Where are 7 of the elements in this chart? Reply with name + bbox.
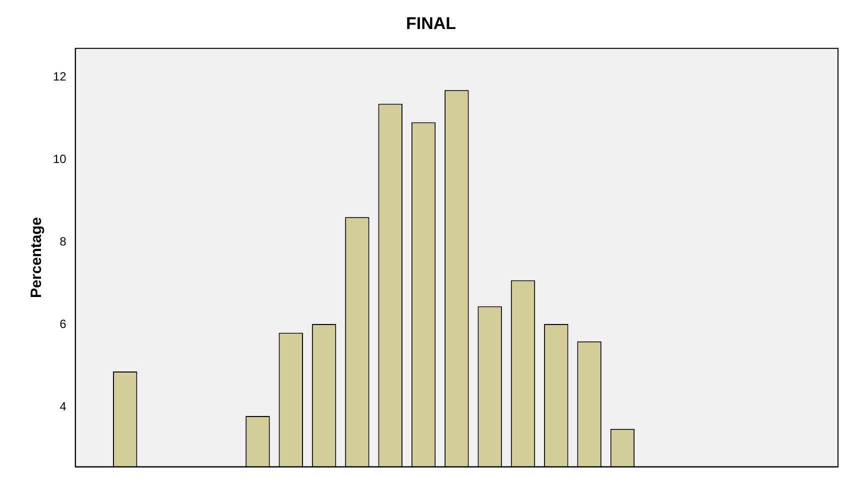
y-tick-label: 12 xyxy=(52,70,67,84)
y-axis-title: Percentage xyxy=(28,217,46,298)
y-tick-label: 4 xyxy=(60,400,67,414)
y-tick-label: 10 xyxy=(52,152,67,166)
y-tick-label: 8 xyxy=(60,234,67,249)
y-tick-label: 6 xyxy=(60,317,67,332)
chart-title: FINAL xyxy=(406,14,456,33)
